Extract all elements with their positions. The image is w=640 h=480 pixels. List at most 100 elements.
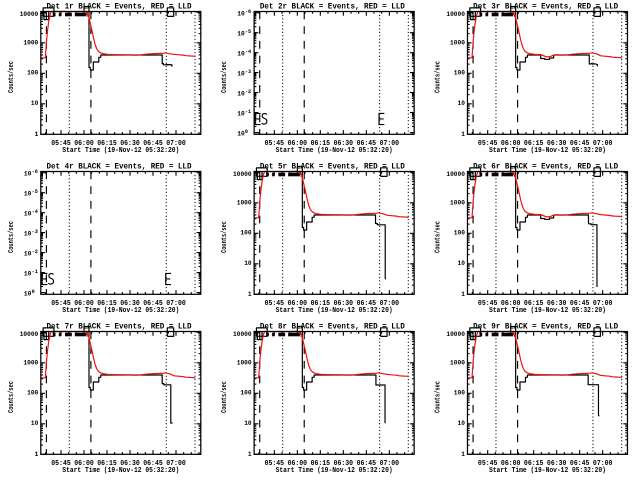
svg-text:Start Time (19-Nov-12 05:32:20: Start Time (19-Nov-12 05:32:20) bbox=[489, 307, 606, 315]
svg-text:Start Time (19-Nov-12 05:32:20: Start Time (19-Nov-12 05:32:20) bbox=[62, 147, 179, 155]
svg-text:Counts/sec: Counts/sec bbox=[434, 381, 442, 413]
svg-text:Det 1r BLACK = Events, RED = L: Det 1r BLACK = Events, RED = LLD bbox=[47, 2, 192, 11]
svg-text:05:45: 05:45 bbox=[51, 460, 71, 468]
svg-text:06:00: 06:00 bbox=[74, 140, 94, 148]
svg-text:-2: -2 bbox=[245, 89, 251, 95]
svg-text:06:45: 06:45 bbox=[570, 460, 590, 468]
svg-text:10: 10 bbox=[24, 191, 32, 199]
svg-text:Start Time (19-Nov-12 05:32:20: Start Time (19-Nov-12 05:32:20) bbox=[276, 307, 393, 315]
svg-text:06:00: 06:00 bbox=[288, 460, 308, 468]
svg-text:05:45: 05:45 bbox=[265, 460, 285, 468]
svg-text:Start Time (19-Nov-12 05:32:20: Start Time (19-Nov-12 05:32:20) bbox=[276, 467, 393, 475]
svg-text:06:00: 06:00 bbox=[501, 140, 521, 148]
svg-text:-3: -3 bbox=[32, 229, 38, 235]
svg-text:10000: 10000 bbox=[20, 11, 39, 19]
svg-text:10: 10 bbox=[24, 271, 32, 279]
svg-text:06:30: 06:30 bbox=[120, 140, 140, 148]
svg-text:Det 2r BLACK = Events, RED = L: Det 2r BLACK = Events, RED = LLD bbox=[260, 2, 405, 11]
svg-text:06:30: 06:30 bbox=[120, 460, 140, 468]
svg-text:10: 10 bbox=[244, 260, 251, 268]
svg-text:10: 10 bbox=[458, 420, 465, 428]
svg-text:10: 10 bbox=[24, 290, 32, 298]
svg-text:Det 4r BLACK = Events, RED = L: Det 4r BLACK = Events, RED = LLD bbox=[47, 162, 192, 171]
svg-text:1: 1 bbox=[461, 131, 465, 139]
svg-text:Counts/sec: Counts/sec bbox=[8, 221, 16, 253]
svg-text:06:30: 06:30 bbox=[334, 460, 354, 468]
svg-text:06:15: 06:15 bbox=[524, 300, 544, 308]
svg-text:Start Time (19-Nov-12 05:32:20: Start Time (19-Nov-12 05:32:20) bbox=[62, 307, 179, 315]
svg-text:10: 10 bbox=[458, 100, 465, 108]
svg-text:05:45: 05:45 bbox=[51, 300, 71, 308]
svg-text:06:00: 06:00 bbox=[74, 460, 94, 468]
svg-text:05:45: 05:45 bbox=[265, 140, 285, 148]
svg-text:10: 10 bbox=[237, 11, 245, 19]
svg-text:10: 10 bbox=[31, 420, 38, 428]
svg-text:06:30: 06:30 bbox=[547, 300, 567, 308]
svg-text:06:15: 06:15 bbox=[97, 140, 117, 148]
svg-text:07:00: 07:00 bbox=[380, 300, 400, 308]
svg-text:10000: 10000 bbox=[233, 331, 252, 339]
svg-text:06:30: 06:30 bbox=[334, 300, 354, 308]
svg-text:07:00: 07:00 bbox=[166, 300, 186, 308]
svg-text:0: 0 bbox=[32, 289, 35, 295]
svg-text:10: 10 bbox=[24, 211, 32, 219]
svg-text:06:15: 06:15 bbox=[311, 460, 331, 468]
svg-text:06:45: 06:45 bbox=[143, 300, 163, 308]
svg-text:06:45: 06:45 bbox=[570, 300, 590, 308]
svg-text:Det 7r BLACK = Events, RED = L: Det 7r BLACK = Events, RED = LLD bbox=[47, 322, 192, 331]
svg-text:10000: 10000 bbox=[446, 11, 465, 19]
svg-text:07:00: 07:00 bbox=[593, 140, 613, 148]
svg-text:Det 5r BLACK = Events, RED = L: Det 5r BLACK = Events, RED = LLD bbox=[260, 162, 405, 171]
svg-text:05:45: 05:45 bbox=[51, 140, 71, 148]
svg-text:06:30: 06:30 bbox=[547, 140, 567, 148]
svg-text:06:45: 06:45 bbox=[143, 140, 163, 148]
svg-text:06:45: 06:45 bbox=[357, 460, 377, 468]
svg-text:07:00: 07:00 bbox=[593, 300, 613, 308]
svg-text:10000: 10000 bbox=[446, 331, 465, 339]
svg-text:-3: -3 bbox=[245, 69, 251, 75]
svg-text:1: 1 bbox=[461, 451, 465, 459]
svg-text:-1: -1 bbox=[245, 109, 251, 115]
svg-text:1000: 1000 bbox=[237, 360, 252, 368]
svg-text:06:45: 06:45 bbox=[143, 460, 163, 468]
svg-text:05:45: 05:45 bbox=[265, 300, 285, 308]
svg-text:Start Time (19-Nov-12 05:32:20: Start Time (19-Nov-12 05:32:20) bbox=[276, 147, 393, 155]
svg-text:10: 10 bbox=[237, 111, 245, 119]
svg-text:06:00: 06:00 bbox=[501, 460, 521, 468]
svg-text:10000: 10000 bbox=[446, 171, 465, 179]
svg-text:Start Time (19-Nov-12 05:32:20: Start Time (19-Nov-12 05:32:20) bbox=[489, 147, 606, 155]
svg-text:100: 100 bbox=[454, 70, 465, 78]
svg-text:10: 10 bbox=[237, 130, 245, 138]
svg-text:07:00: 07:00 bbox=[380, 140, 400, 148]
svg-text:Counts/sec: Counts/sec bbox=[434, 61, 442, 93]
svg-text:05:45: 05:45 bbox=[478, 140, 498, 148]
svg-text:Counts/sec: Counts/sec bbox=[434, 221, 442, 253]
svg-text:07:00: 07:00 bbox=[166, 140, 186, 148]
svg-text:06:00: 06:00 bbox=[74, 300, 94, 308]
svg-text:1000: 1000 bbox=[237, 200, 252, 208]
svg-text:10: 10 bbox=[458, 260, 465, 268]
svg-text:Counts/sec: Counts/sec bbox=[8, 61, 16, 93]
svg-text:06:45: 06:45 bbox=[357, 140, 377, 148]
svg-text:-4: -4 bbox=[245, 49, 251, 55]
svg-text:05:45: 05:45 bbox=[478, 460, 498, 468]
svg-text:07:00: 07:00 bbox=[593, 460, 613, 468]
svg-text:Det 9r BLACK = Events, RED = L: Det 9r BLACK = Events, RED = LLD bbox=[473, 322, 618, 331]
svg-text:06:15: 06:15 bbox=[524, 460, 544, 468]
svg-text:06:30: 06:30 bbox=[334, 140, 354, 148]
svg-text:Start Time (19-Nov-12 05:32:20: Start Time (19-Nov-12 05:32:20) bbox=[62, 467, 179, 475]
svg-text:-5: -5 bbox=[245, 29, 251, 35]
svg-text:1000: 1000 bbox=[450, 200, 465, 208]
svg-text:10: 10 bbox=[237, 31, 245, 39]
svg-text:100: 100 bbox=[240, 230, 251, 238]
svg-text:1: 1 bbox=[248, 291, 252, 299]
svg-text:100: 100 bbox=[240, 390, 251, 398]
svg-text:06:15: 06:15 bbox=[97, 460, 117, 468]
svg-text:10: 10 bbox=[24, 231, 32, 239]
svg-text:-4: -4 bbox=[32, 209, 38, 215]
svg-text:100: 100 bbox=[454, 390, 465, 398]
svg-text:10: 10 bbox=[24, 171, 32, 179]
svg-text:10: 10 bbox=[24, 251, 32, 259]
svg-text:06:30: 06:30 bbox=[547, 460, 567, 468]
svg-text:Counts/sec: Counts/sec bbox=[221, 61, 229, 93]
